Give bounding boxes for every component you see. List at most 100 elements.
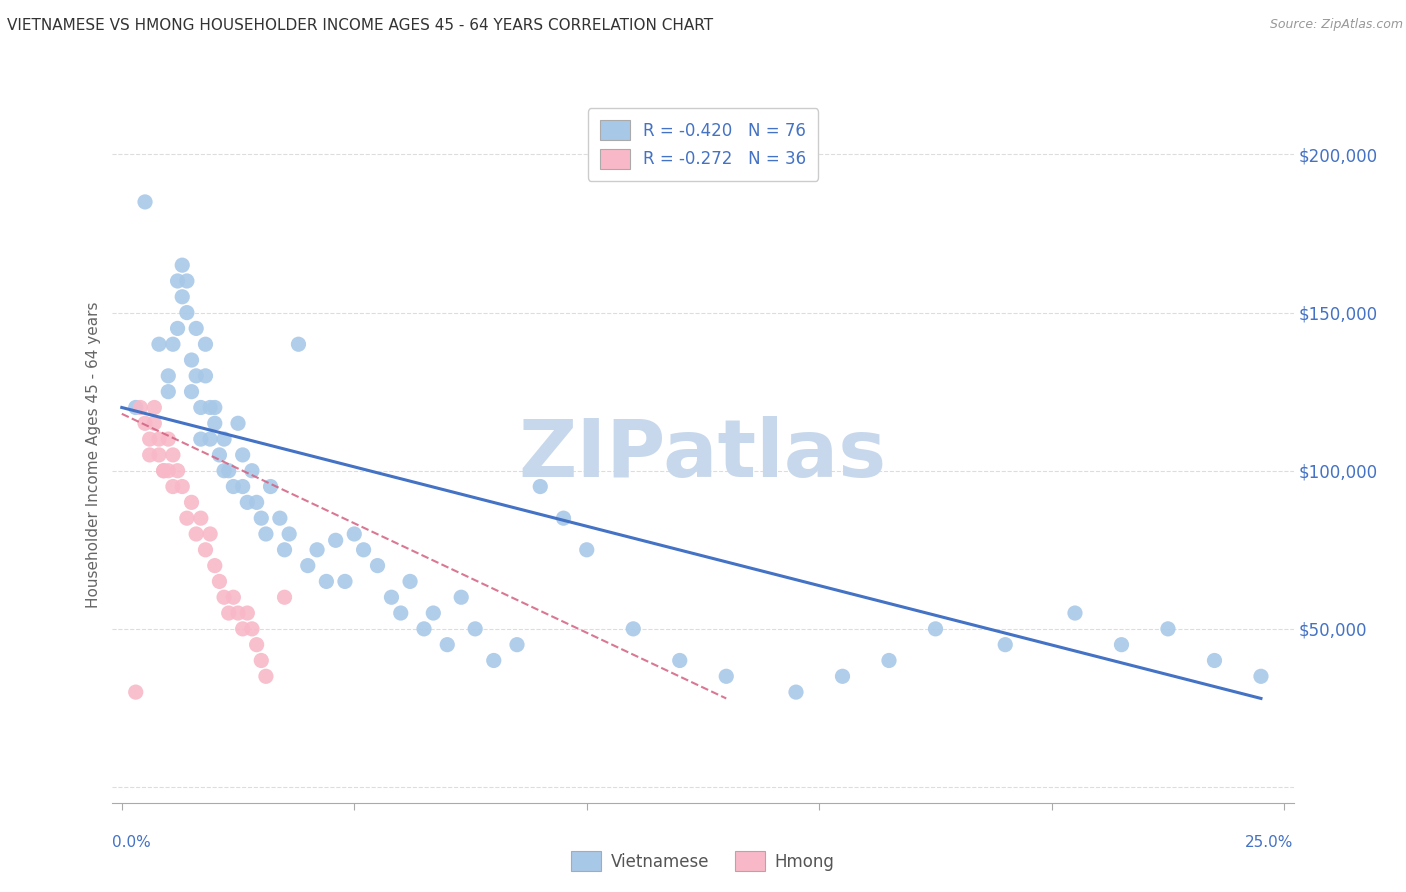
Point xyxy=(333,574,356,589)
Point xyxy=(190,511,212,525)
Point xyxy=(152,464,174,478)
Point xyxy=(994,638,1017,652)
Point xyxy=(273,542,295,557)
Point xyxy=(236,495,259,509)
Point xyxy=(143,401,166,415)
Point xyxy=(172,290,194,304)
Point xyxy=(250,511,273,525)
Point xyxy=(232,622,254,636)
Point xyxy=(152,464,174,478)
Point xyxy=(831,669,853,683)
Point xyxy=(166,321,188,335)
Point xyxy=(422,606,444,620)
Point xyxy=(138,448,160,462)
Point xyxy=(176,274,198,288)
Point xyxy=(877,653,900,667)
Point xyxy=(190,432,212,446)
Point xyxy=(157,432,180,446)
Point xyxy=(212,432,235,446)
Point xyxy=(287,337,309,351)
Point xyxy=(413,622,436,636)
Text: 25.0%: 25.0% xyxy=(1246,836,1294,850)
Point xyxy=(506,638,529,652)
Point xyxy=(143,417,166,431)
Point xyxy=(204,558,226,573)
Legend: Vietnamese, Hmong: Vietnamese, Hmong xyxy=(565,845,841,878)
Point xyxy=(190,401,212,415)
Point xyxy=(259,479,281,493)
Point xyxy=(162,448,184,462)
Point xyxy=(148,432,170,446)
Point xyxy=(222,479,245,493)
Point xyxy=(186,368,208,383)
Point xyxy=(204,417,226,431)
Point xyxy=(529,479,551,493)
Point xyxy=(575,542,598,557)
Point xyxy=(204,401,226,415)
Point xyxy=(222,591,245,605)
Text: Source: ZipAtlas.com: Source: ZipAtlas.com xyxy=(1270,18,1403,31)
Point xyxy=(232,448,254,462)
Point xyxy=(198,401,221,415)
Point xyxy=(325,533,347,548)
Point xyxy=(343,527,366,541)
Point xyxy=(157,464,180,478)
Y-axis label: Householder Income Ages 45 - 64 years: Householder Income Ages 45 - 64 years xyxy=(86,301,101,608)
Point xyxy=(399,574,422,589)
Point xyxy=(186,321,208,335)
Point xyxy=(278,527,301,541)
Point xyxy=(129,401,152,415)
Point xyxy=(172,479,194,493)
Point xyxy=(138,432,160,446)
Point xyxy=(212,464,235,478)
Point xyxy=(482,653,505,667)
Point xyxy=(194,542,217,557)
Point xyxy=(166,274,188,288)
Point xyxy=(180,384,202,399)
Point xyxy=(157,368,180,383)
Point xyxy=(208,574,231,589)
Point xyxy=(450,591,472,605)
Point xyxy=(218,606,240,620)
Point xyxy=(176,511,198,525)
Point xyxy=(157,384,180,399)
Point xyxy=(1204,653,1226,667)
Point xyxy=(273,591,295,605)
Point xyxy=(315,574,337,589)
Point xyxy=(621,622,644,636)
Point xyxy=(240,622,263,636)
Point xyxy=(236,606,259,620)
Point xyxy=(166,464,188,478)
Point xyxy=(436,638,458,652)
Point xyxy=(212,591,235,605)
Point xyxy=(254,669,277,683)
Point xyxy=(125,685,148,699)
Point xyxy=(162,479,184,493)
Point xyxy=(353,542,375,557)
Point xyxy=(186,527,208,541)
Point xyxy=(232,479,254,493)
Point xyxy=(785,685,807,699)
Point xyxy=(194,368,217,383)
Point xyxy=(297,558,319,573)
Point xyxy=(254,527,277,541)
Point xyxy=(380,591,402,605)
Point xyxy=(269,511,291,525)
Point xyxy=(389,606,412,620)
Point xyxy=(148,337,170,351)
Point xyxy=(250,653,273,667)
Point xyxy=(198,527,221,541)
Point xyxy=(240,464,263,478)
Point xyxy=(246,638,269,652)
Point xyxy=(198,432,221,446)
Point xyxy=(180,353,202,368)
Point xyxy=(162,337,184,351)
Point xyxy=(464,622,486,636)
Point xyxy=(125,401,148,415)
Point xyxy=(668,653,690,667)
Point xyxy=(134,194,156,209)
Point xyxy=(367,558,389,573)
Point xyxy=(1111,638,1133,652)
Point xyxy=(1064,606,1087,620)
Point xyxy=(180,495,202,509)
